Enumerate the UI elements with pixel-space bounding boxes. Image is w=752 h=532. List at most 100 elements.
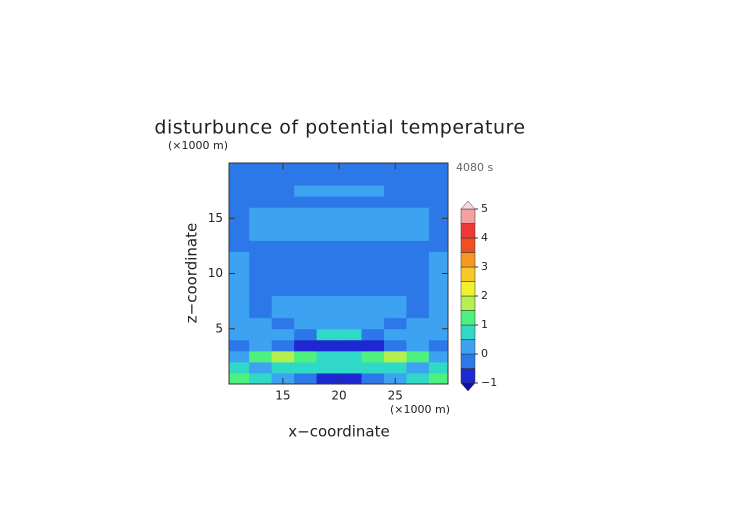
contour-cell [339, 174, 363, 186]
contour-cell [316, 350, 340, 363]
contour-cell [249, 251, 273, 263]
contour-cell [229, 295, 250, 308]
colorbar-tick-label: 1 [481, 318, 488, 331]
contour-cell [271, 174, 295, 186]
contour-cell [339, 196, 363, 208]
contour-cell [361, 218, 385, 230]
contour-cell [271, 350, 295, 363]
contour-cell [316, 251, 340, 263]
contour-cell [271, 218, 295, 230]
contour-cell [339, 284, 363, 297]
contour-cell [406, 262, 430, 274]
contour-cell [406, 273, 430, 286]
contour-cell [406, 185, 430, 197]
contour-cell [229, 262, 250, 274]
contour-cell [316, 229, 340, 241]
contour-cell [229, 207, 250, 219]
colorbar-band [460, 310, 476, 326]
colorbar-band [460, 368, 476, 384]
contour-cell [406, 240, 430, 252]
contour-cell [428, 339, 448, 352]
colorbar-band [460, 223, 476, 239]
contour-cell [271, 262, 295, 274]
chart-title: disturbunce of potential temperature [154, 117, 525, 139]
contour-cell [361, 295, 385, 308]
contour-cell [428, 361, 448, 374]
contour-cell [383, 295, 407, 308]
contour-cell [229, 174, 250, 186]
colorbar-band [460, 295, 476, 311]
contour-cell [406, 163, 430, 175]
colorbar-tick-label: −1 [481, 376, 497, 389]
contour-cell [339, 295, 363, 308]
contour-cell [383, 229, 407, 241]
contour-cell [229, 185, 250, 197]
contour-cell [383, 317, 407, 330]
contour-cell [294, 262, 318, 274]
contour-cell [383, 361, 407, 374]
contour-cell [361, 240, 385, 252]
contour-cell [249, 196, 273, 208]
contour-cell [383, 273, 407, 286]
contour-cell [249, 328, 273, 341]
contour-cell [229, 240, 250, 252]
contour-cell [339, 372, 363, 384]
contour-cell [229, 361, 250, 374]
contour-cell [316, 174, 340, 186]
contour-cell [229, 273, 250, 286]
contour-cell [271, 328, 295, 341]
contour-cell [339, 240, 363, 252]
contour-cell [294, 229, 318, 241]
contour-cell [316, 218, 340, 230]
x-unit: (×1000 m) [390, 403, 450, 416]
contour-cell [428, 284, 448, 297]
contour-cell [249, 372, 273, 384]
colorbar-over [460, 200, 476, 210]
contour-cell [229, 306, 250, 319]
contour-cell [316, 262, 340, 274]
contour-cell [249, 317, 273, 330]
contour-cell [294, 273, 318, 286]
contour-cell [406, 350, 430, 363]
time-annotation: 4080 s [456, 161, 493, 174]
contour-cell [316, 295, 340, 308]
colorbar-tick-label: 0 [481, 347, 488, 360]
contour-cell [249, 273, 273, 286]
contour-cell [316, 361, 340, 374]
contour-cell [271, 229, 295, 241]
contour-cell [294, 251, 318, 263]
contour-cell [406, 218, 430, 230]
colorbar-band [460, 339, 476, 355]
y-tick-label: 5 [215, 321, 223, 335]
contour-cell [294, 317, 318, 330]
contour-cell [249, 306, 273, 319]
contour-cell [339, 262, 363, 274]
contour-cell [361, 350, 385, 363]
contour-cell [428, 273, 448, 286]
contour-cell [428, 196, 448, 208]
contour-cell [316, 196, 340, 208]
contour-cell [428, 306, 448, 319]
contour-cell [339, 339, 363, 352]
contour-cell [361, 284, 385, 297]
contour-cell [339, 306, 363, 319]
contour-cell [294, 196, 318, 208]
contour-cell [428, 174, 448, 186]
contour-cell [229, 163, 250, 175]
contour-cell [406, 229, 430, 241]
contour-cell [406, 196, 430, 208]
contour-cell [294, 361, 318, 374]
contour-cell [249, 174, 273, 186]
contour-cell [339, 328, 363, 341]
contour-cell [383, 284, 407, 297]
contour-cell [271, 240, 295, 252]
contour-cell [294, 339, 318, 352]
x-tick-label: 20 [331, 389, 346, 403]
contour-cell [361, 317, 385, 330]
contour-cell [406, 306, 430, 319]
contour-cell [294, 207, 318, 219]
contour-cell [383, 328, 407, 341]
contour-cell [361, 174, 385, 186]
contour-cell [383, 196, 407, 208]
